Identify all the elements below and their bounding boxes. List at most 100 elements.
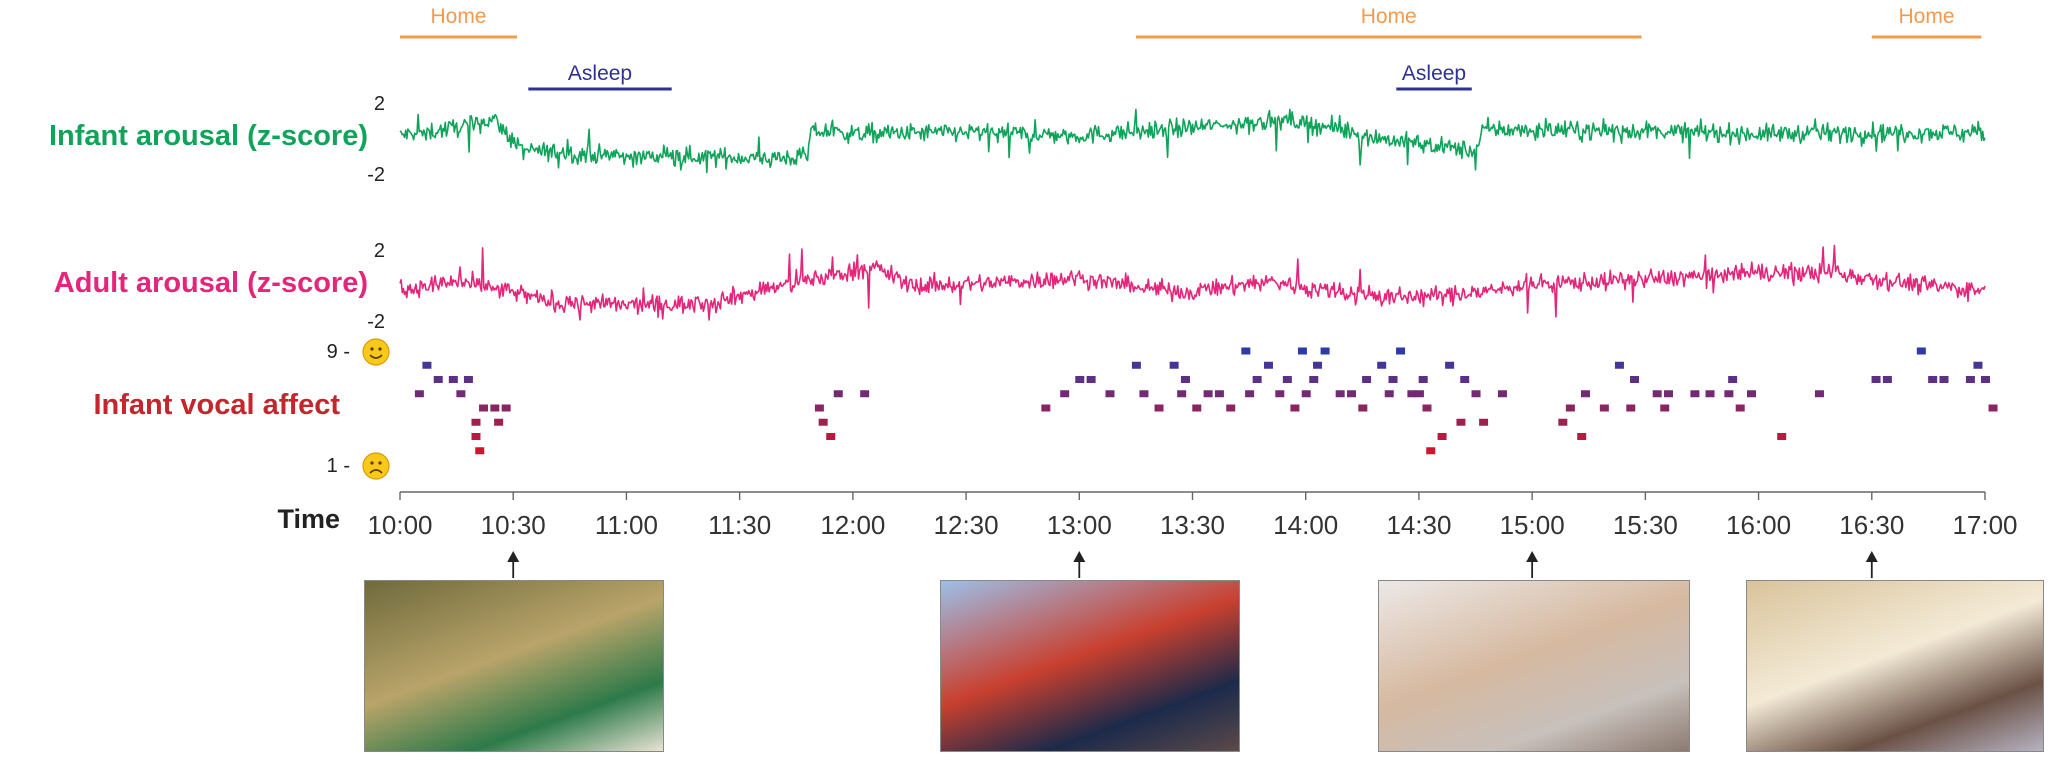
vocal-affect-point [1965,376,1975,383]
vocal-affect-point [1652,390,1662,398]
adult-arousal-plot: 2 -2 [367,240,1986,333]
vocal-affect-point [1973,361,1983,369]
vocal-affect-point [501,404,511,412]
context-bar-label: Asleep [568,62,632,85]
vocal-affect-point [1660,404,1670,412]
face-mouth [369,469,383,474]
face-eye [378,461,382,465]
vocal-affect-point [1252,376,1262,383]
time-tick-label: 12:00 [820,510,885,540]
arrow-head-icon [507,551,520,562]
context-bars: Home Home Home Asleep Asleep [400,5,1982,91]
vocal-affect-point [1180,376,1190,383]
vocal-affect-point [1497,390,1507,398]
time-axis-label: Time [277,504,340,534]
vocal-affect-point [1086,376,1096,383]
vocal-affect-point [1728,376,1738,383]
sad-face-icon [362,452,390,480]
time-tick-label: 13:00 [1047,510,1112,540]
time-tick-label: 13:30 [1160,510,1225,540]
context-bar-label: Home [1361,5,1417,28]
vocal-affect-point [1060,390,1070,398]
vocal-affect-point [1169,361,1179,369]
time-tick-label: 12:30 [934,510,999,540]
photo-thumbnail: 15:00 [1378,580,1690,752]
vocal-affect-point [1384,390,1394,398]
vocal-affect-point [818,418,828,426]
vocal-affect-point [1396,347,1406,355]
face-eye [370,347,374,351]
arrow-head-icon [1073,551,1086,562]
vocal-affect-point [1580,390,1590,398]
vocal-affect-point [1916,347,1926,355]
vocal-affect-point [1565,404,1575,412]
vocal-affect-point [1630,376,1640,383]
face-eye [370,461,374,465]
vocal-affect-point [1313,361,1323,369]
vocal-affect-point [1282,376,1292,383]
vocal-affect-point [1347,390,1356,398]
vocal-affect-point [1131,361,1141,369]
vocal-affect-point [1558,418,1568,426]
arrow-head-icon [1526,551,1539,562]
vocal-affect-point [1203,390,1213,398]
context-bar-label: Home [430,5,486,28]
time-tick-label: 15:00 [1500,510,1565,540]
vocal-affect-point [1981,376,1990,383]
row-label: Adult arousal (z-score) [54,267,368,299]
time-tick-label: 17:00 [1952,510,2017,540]
time-tick-label: 14:00 [1273,510,1338,540]
face-mouth [369,354,383,359]
vocal-affect-point [1275,390,1285,398]
time-tick-label: 15:30 [1613,510,1678,540]
vocal-affect-point [1154,404,1164,412]
photo-thumbnail: 13:00 [940,580,1240,752]
vocal-affect-point [1928,376,1938,383]
vocal-affect-point [1437,433,1447,440]
vocal-affect-point [1105,390,1115,398]
vocal-affect-point [1301,390,1311,398]
vocal-affect-point [1479,418,1489,426]
vocal-affect-point [1871,376,1881,383]
vocal-affect-point [1599,404,1609,412]
time-tick-label: 11:00 [595,510,658,540]
vocal-affect-point [1577,433,1587,440]
vocal-affect-point [1297,347,1307,355]
vocal-affect-point [1041,404,1051,412]
time-tick-label: 10:30 [481,510,546,540]
vocal-affect-point [1422,404,1432,412]
row-label: Infant arousal (z-score) [49,120,368,152]
vocal-affect-point [422,361,432,369]
vocal-affect-point [1690,390,1700,398]
arousal-trace [399,108,1986,174]
vocal-affect-point [1988,404,1998,412]
vocal-affect-point [1335,390,1345,398]
photo-thumbnail: 10:30 [364,580,664,752]
photo-thumbnail: 16:30 [1746,580,2044,752]
arrow-head-icon [1865,551,1878,562]
vocal-affect-point [1777,433,1787,440]
y-tick-label: -2 [367,164,385,186]
vocal-affect-point [1192,404,1202,412]
y-tick-label: 9 - [327,341,350,363]
vocal-affect-point [1177,390,1187,398]
happy-face-icon [362,338,390,366]
time-tick-label: 16:00 [1726,510,1791,540]
vocal-affect-point [1471,390,1481,398]
vocal-affect-point [1939,376,1949,383]
vocal-affect-point [1418,376,1428,383]
vocal-affect-point [1705,390,1715,398]
vocal-affect-point [1445,361,1455,369]
vocal-affect-point [1377,361,1387,369]
vocal-affect-point [1747,390,1757,398]
vocal-affect-point [471,433,481,440]
y-tick-label: 2 [374,93,385,115]
infant-vocal-affect-plot: 9 - 1 - [327,338,1998,480]
vocal-affect-point [826,433,836,440]
vocal-affect-point [1814,390,1824,398]
vocal-affect-point [1263,361,1273,369]
vocal-affect-point [814,404,824,412]
vocal-affect-point [1456,418,1466,426]
vocal-affect-point [463,376,473,383]
